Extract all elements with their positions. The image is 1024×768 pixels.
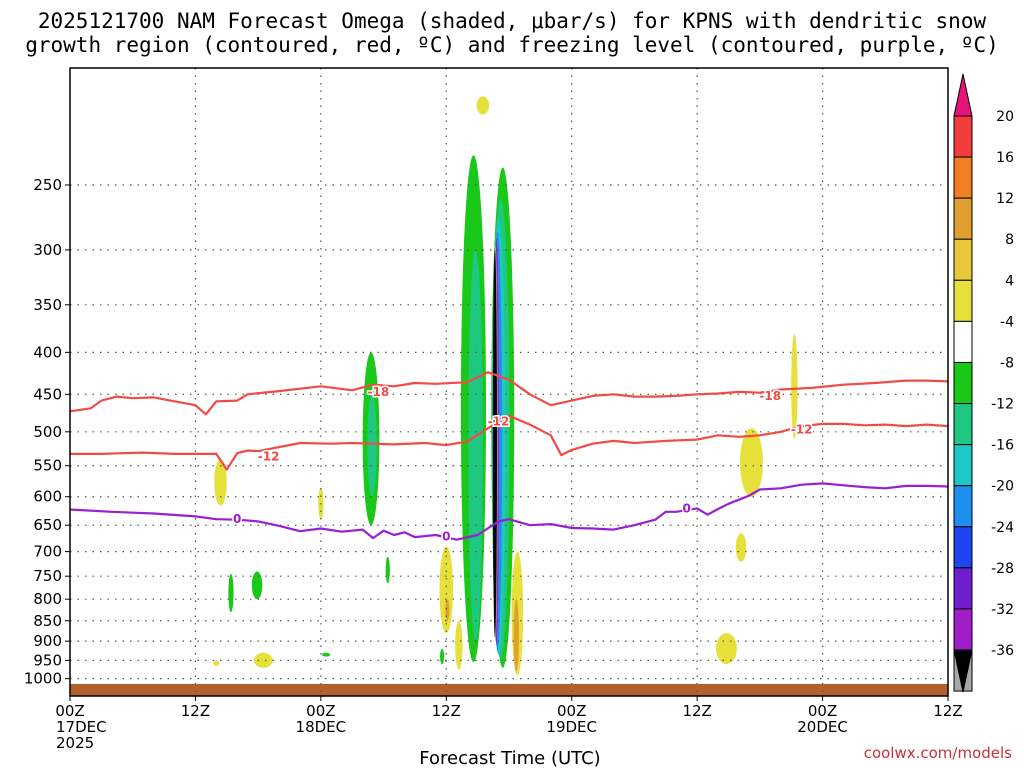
x-tick-label-2-0: 00Z	[306, 702, 335, 720]
contour-label-1-0: -12	[258, 450, 280, 464]
colorbar-label-6: -8	[1000, 355, 1014, 371]
colorbar-label-12: -32	[991, 602, 1014, 618]
omega-shade-21	[321, 652, 331, 657]
omega-shade-16	[715, 633, 737, 665]
y-tick-label-300: 300	[33, 241, 62, 259]
colorbar-bin-8	[953, 444, 973, 487]
colorbar-bin-11	[953, 567, 973, 610]
colorbar-bin-5	[953, 320, 973, 363]
omega-shade-20	[385, 556, 390, 584]
omega-shade-0	[476, 96, 490, 115]
omega-shade-12	[214, 459, 227, 506]
x-tick-label-6-1: 20DEC	[797, 718, 848, 736]
colorbar-label-0: 20	[996, 109, 1014, 125]
y-tick-label-250: 250	[33, 176, 62, 194]
colorbar-label-5: -4	[1000, 314, 1014, 330]
plot-frame	[69, 67, 949, 697]
x-tick-label-1-0: 12Z	[181, 702, 210, 720]
colorbar-label-11: -28	[991, 561, 1014, 577]
chart-title-line-1: 2025121700 NAM Forecast Omega (shaded, μ…	[38, 9, 987, 33]
colorbar-bin-12	[953, 608, 973, 651]
colorbar-label-7: -12	[991, 397, 1014, 413]
colorbar-label-10: -24	[991, 520, 1014, 536]
y-tick-label-1000: 1000	[24, 670, 62, 688]
contour-label-1-1: -12	[488, 415, 510, 429]
x-tick-label-0-1: 17DEC	[56, 718, 107, 736]
omega-shade-5	[468, 249, 483, 642]
colorbar-bin-9	[953, 485, 973, 528]
y-tick-label-450: 450	[33, 385, 62, 403]
colorbar-label-4: 4	[1005, 273, 1014, 289]
colorbar-bin-10	[953, 526, 973, 569]
colorbar-label-8: -16	[991, 438, 1014, 454]
omega-shade-9	[492, 249, 497, 638]
y-tick-label-700: 700	[33, 543, 62, 561]
omega-shade-23	[213, 660, 220, 666]
colorbar-bin-1	[953, 156, 973, 199]
colorbar-bin-4	[953, 279, 973, 322]
y-tick-label-900: 900	[33, 632, 62, 650]
y-tick-label-850: 850	[33, 612, 62, 630]
y-tick-label-500: 500	[33, 423, 62, 441]
omega-shade-28	[455, 620, 463, 670]
x-tick-label-4-0: 00Z	[557, 702, 586, 720]
omega-shade-25	[445, 599, 450, 621]
y-tick-label-750: 750	[33, 567, 62, 585]
omega-shade-19	[228, 573, 234, 613]
x-tick-label-7-0: 12Z	[933, 702, 962, 720]
y-tick-label-650: 650	[33, 516, 62, 534]
omega-shade-13	[739, 428, 763, 497]
x-tick-label-6-0: 00Z	[808, 702, 837, 720]
omega-shade-22	[253, 652, 273, 668]
x-tick-label-2-1: 18DEC	[296, 718, 347, 736]
colorbar-label-9: -20	[991, 479, 1014, 495]
x-tick-label-4-1: 19DEC	[546, 718, 597, 736]
colorbar-label-13: -36	[991, 643, 1014, 659]
x-tick-label-5-0: 12Z	[682, 702, 711, 720]
contour-line-1	[70, 414, 949, 471]
omega-shade-27	[513, 599, 519, 672]
contour-label-2-0: 0	[233, 512, 241, 526]
x-tick-label-0-0: 00Z	[55, 702, 84, 720]
x-tick-label-0-2: 2025	[56, 734, 94, 752]
contour-label-0-0: -18	[368, 385, 390, 399]
omega-shade-15	[735, 533, 747, 562]
colorbar-bin-0	[953, 115, 973, 158]
contour-line-2	[69, 482, 949, 541]
omega-shade-24	[439, 546, 454, 634]
ground-surface	[70, 683, 948, 696]
colorbar-bin-6	[953, 361, 973, 405]
contour-line-0	[69, 371, 949, 416]
x-tick-label-3-0: 12Z	[432, 702, 461, 720]
omega-shade-29	[440, 648, 445, 665]
credit-text: coolwx.com/models	[864, 744, 1012, 762]
colorbar-bin-7	[953, 403, 973, 446]
omega-shade-11	[367, 394, 377, 497]
y-tick-label-950: 950	[33, 651, 62, 669]
omega-shade-14	[791, 334, 798, 439]
omega-shade-18	[251, 571, 263, 600]
colorbar-label-2: 12	[996, 191, 1014, 207]
colorbar-bottom-arrow	[953, 649, 973, 693]
y-tick-label-350: 350	[33, 296, 62, 314]
plot-area: -18 -18 -12 -12 -12 0 0 0 250 300 350 400 450 500 550 6…	[24, 67, 963, 752]
y-tick-label-400: 400	[33, 343, 62, 361]
colorbar-bin-3	[953, 238, 973, 281]
y-tick-label-600: 600	[33, 488, 62, 506]
y-tick-label-800: 800	[33, 590, 62, 608]
contour-label-0-1: -18	[759, 389, 781, 403]
colorbar-top-arrow	[953, 73, 973, 117]
contour-label-2-1: 0	[442, 530, 450, 544]
colorbar-bin-2	[953, 197, 973, 240]
chart-title-line-2: growth region (contoured, red, ºC) and f…	[25, 33, 999, 57]
contour-label-1-2: -12	[791, 423, 813, 437]
colorbar: 20 16 12 8 4 -4 -8 -12 -16 -20 -24 -28 -32 -36	[953, 73, 1014, 693]
x-axis-label: Forecast Time (UTC)	[419, 748, 600, 768]
colorbar-label-1: 16	[996, 150, 1014, 166]
y-tick-label-550: 550	[33, 457, 62, 475]
contour-label-2-2: 0	[683, 501, 691, 515]
colorbar-label-3: 8	[1005, 232, 1014, 248]
